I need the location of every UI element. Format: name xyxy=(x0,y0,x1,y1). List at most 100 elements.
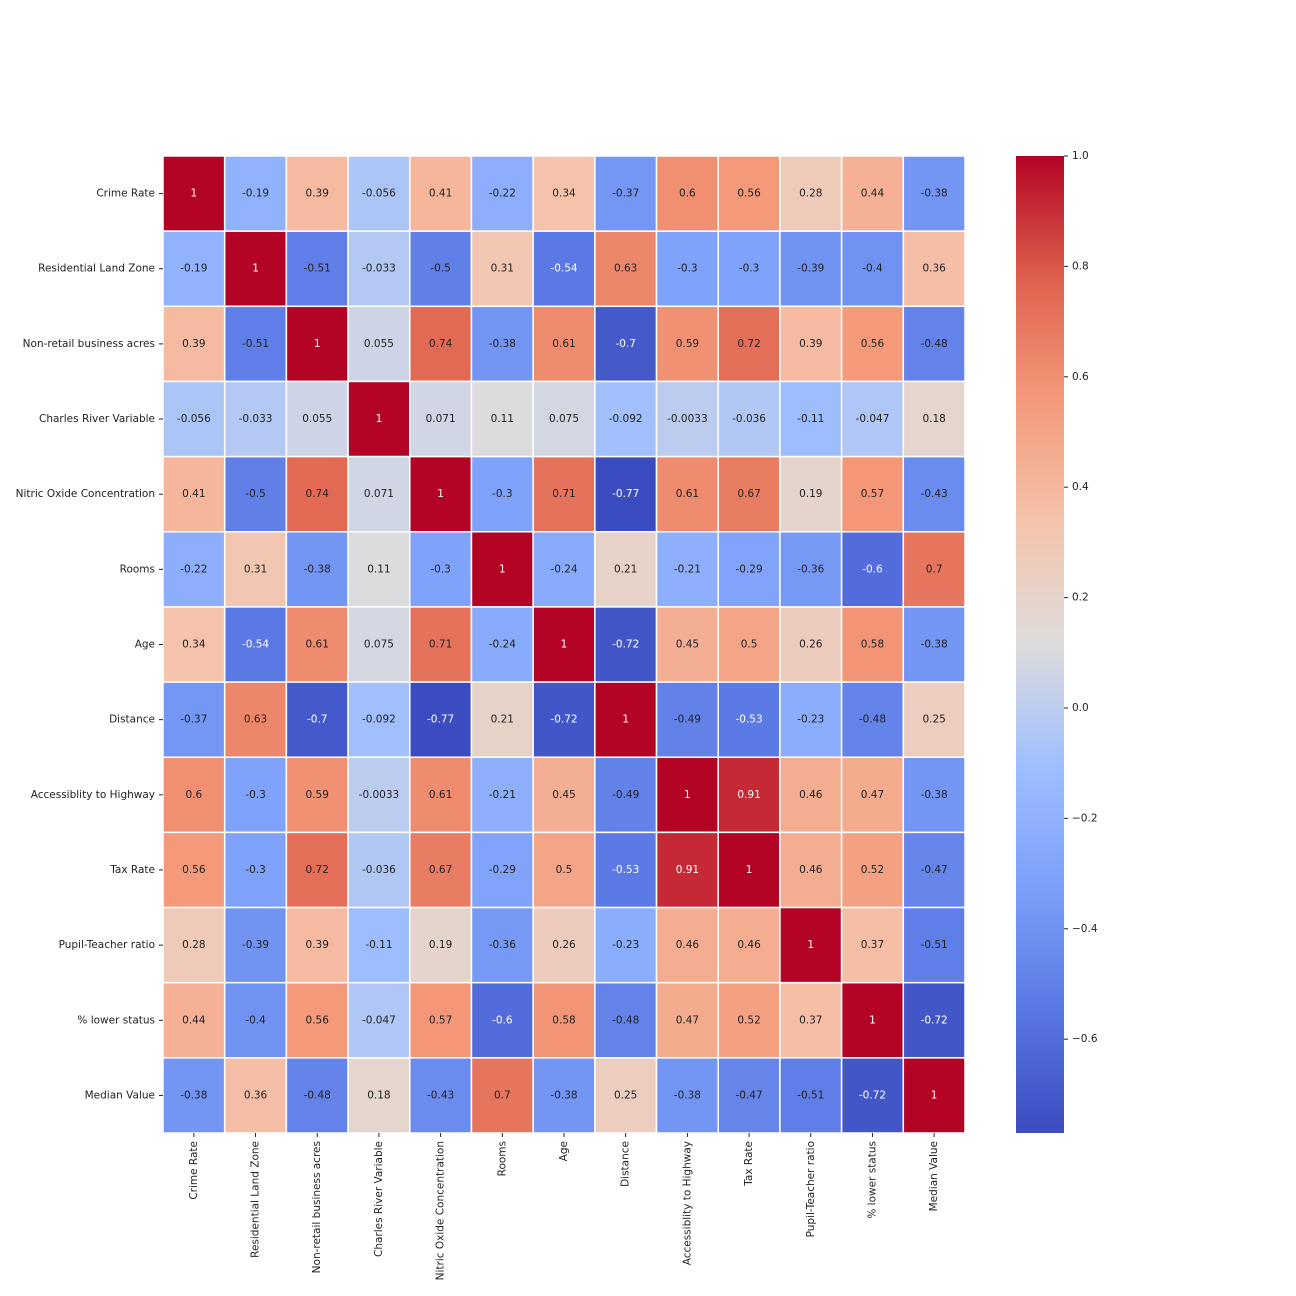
heatmap-cell xyxy=(902,981,966,1059)
heatmap-cell xyxy=(840,681,905,758)
cell-label: -0.38 xyxy=(921,639,948,651)
cell-label: 0.63 xyxy=(244,714,267,726)
cell-label: 0.41 xyxy=(182,488,205,500)
cell-label: 0.075 xyxy=(549,413,579,425)
cell-label: 0.075 xyxy=(364,639,394,651)
cell-label: -0.3 xyxy=(245,789,266,801)
cell-label: -0.49 xyxy=(612,789,639,801)
cell-label: 1 xyxy=(931,1089,938,1101)
cell-label: -0.29 xyxy=(489,864,516,876)
heatmap-cell xyxy=(779,305,843,383)
cell-label: 0.28 xyxy=(799,188,822,200)
cell-label: -0.47 xyxy=(735,1089,762,1101)
cell-label: -0.7 xyxy=(615,338,636,350)
heatmap-cell xyxy=(717,230,781,308)
cell-label: -0.39 xyxy=(242,939,269,951)
heatmap-cell xyxy=(840,455,905,533)
y-tick-label: Non-retail business acres xyxy=(23,338,155,350)
cell-label: -0.036 xyxy=(362,864,396,876)
cell-label: -0.38 xyxy=(180,1089,207,1101)
heatmap-cell xyxy=(779,531,843,608)
cell-label: 0.46 xyxy=(737,939,761,951)
cell-label: 0.45 xyxy=(552,789,575,801)
cell-label: 0.7 xyxy=(926,563,943,575)
x-tick-label: Residential Land Zone xyxy=(250,1141,262,1258)
y-tick-label: % lower status xyxy=(77,1014,155,1026)
cell-label: -0.0033 xyxy=(667,413,708,425)
cell-label: -0.033 xyxy=(239,413,273,425)
cell-label: 1 xyxy=(807,939,814,951)
x-tick-label: Non-retail business acres xyxy=(311,1141,323,1273)
cell-label: -0.24 xyxy=(489,639,516,651)
heatmap-cell xyxy=(347,230,411,308)
cell-label: 0.59 xyxy=(676,338,699,350)
cell-label: 0.52 xyxy=(737,1014,760,1026)
heatmap-cell xyxy=(532,606,596,683)
cell-label: -0.72 xyxy=(921,1014,948,1026)
cell-label: -0.6 xyxy=(862,563,883,575)
cell-label: -0.056 xyxy=(362,188,396,200)
cell-label: 0.28 xyxy=(182,939,205,951)
heatmap-cell xyxy=(840,831,905,909)
cell-label: 0.56 xyxy=(306,1014,330,1026)
x-tick-label: Age xyxy=(558,1141,570,1161)
colorbar-tick-label: 0.4 xyxy=(1072,481,1089,493)
heatmap-cell xyxy=(717,531,781,608)
heatmap-cell xyxy=(594,681,658,758)
cell-label: 0.41 xyxy=(429,188,452,200)
heatmap-cell xyxy=(532,455,596,533)
x-tick-label: Charles River Variable xyxy=(373,1141,385,1257)
cell-label: 0.71 xyxy=(429,639,452,651)
heatmap-cell xyxy=(285,756,349,834)
colorbar-tick-label: 0.8 xyxy=(1072,260,1089,272)
cell-label: -0.6 xyxy=(492,1014,513,1026)
cell-label: 0.46 xyxy=(799,789,823,801)
cell-label: 0.57 xyxy=(429,1014,452,1026)
heatmap-cell xyxy=(409,230,473,308)
cell-label: -0.72 xyxy=(612,639,639,651)
cell-label: -0.29 xyxy=(735,563,762,575)
y-tick-label: Residential Land Zone xyxy=(38,263,155,275)
cell-label: 0.67 xyxy=(429,864,452,876)
heatmap-cell xyxy=(470,606,534,683)
cell-label: 0.055 xyxy=(302,413,332,425)
heatmap-cell xyxy=(347,606,411,683)
heatmap-cell xyxy=(594,155,658,232)
heatmap-cell xyxy=(594,380,658,458)
cell-label: 0.44 xyxy=(861,188,885,200)
cell-label: 0.21 xyxy=(614,563,637,575)
cell-label: -0.3 xyxy=(739,263,760,275)
cell-label: 0.74 xyxy=(429,338,453,350)
cell-label: 0.19 xyxy=(429,939,452,951)
heatmap-cell xyxy=(347,531,411,608)
heatmap-cell xyxy=(902,455,966,533)
heatmap-cell xyxy=(902,380,966,458)
heatmap-cell xyxy=(717,606,781,683)
heatmap-cell xyxy=(532,380,596,458)
cell-label: 0.11 xyxy=(367,563,390,575)
heatmap-cell xyxy=(655,230,719,308)
heatmap-cell xyxy=(840,906,905,984)
heatmap-cell xyxy=(223,305,288,383)
cell-label: -0.5 xyxy=(430,263,451,275)
cell-label: 0.91 xyxy=(676,864,699,876)
heatmap-cell xyxy=(840,155,905,232)
cell-label: -0.51 xyxy=(304,263,331,275)
heatmap-cell xyxy=(223,155,288,232)
heatmap-cell xyxy=(409,531,473,608)
heatmap-cell xyxy=(470,380,534,458)
heatmap-cell xyxy=(285,305,349,383)
cell-label: 1 xyxy=(191,188,198,200)
colorbar-tick-label: −0.2 xyxy=(1072,812,1098,824)
cell-label: 0.72 xyxy=(306,864,329,876)
cell-label: 0.37 xyxy=(799,1014,822,1026)
heatmap-cell xyxy=(285,531,349,608)
cell-label: 0.91 xyxy=(737,789,760,801)
cell-label: 0.47 xyxy=(861,789,884,801)
heatmap-cell xyxy=(840,756,905,834)
heatmap-cell xyxy=(409,1057,473,1134)
cell-label: 0.46 xyxy=(799,864,823,876)
x-tick-label: Tax Rate xyxy=(743,1141,755,1187)
heatmap-cell xyxy=(717,1057,781,1134)
y-tick-label: Age xyxy=(135,639,155,651)
